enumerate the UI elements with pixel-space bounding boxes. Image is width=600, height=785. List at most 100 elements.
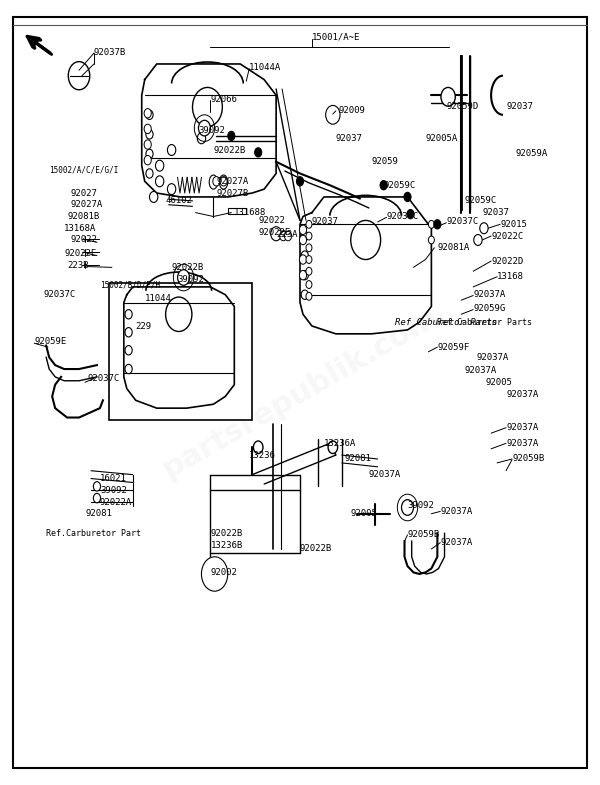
Circle shape <box>474 235 482 246</box>
Circle shape <box>167 144 176 155</box>
Circle shape <box>146 110 153 119</box>
Text: 92027B: 92027B <box>217 188 248 198</box>
Text: 229: 229 <box>136 322 152 330</box>
Text: 92027: 92027 <box>70 188 97 198</box>
Text: Ref Caburetor Parts: Ref Caburetor Parts <box>395 318 497 327</box>
Circle shape <box>166 297 192 331</box>
Text: 92022B: 92022B <box>214 145 245 155</box>
Text: 46102: 46102 <box>166 196 193 206</box>
Circle shape <box>220 177 227 186</box>
Circle shape <box>480 223 488 234</box>
Circle shape <box>284 232 292 241</box>
Circle shape <box>441 87 455 106</box>
Circle shape <box>351 221 380 260</box>
Text: 92022C: 92022C <box>491 232 523 240</box>
Circle shape <box>299 255 307 265</box>
Circle shape <box>401 500 413 515</box>
Text: 92022E: 92022E <box>64 249 97 257</box>
Text: 92027A: 92027A <box>217 177 248 186</box>
Text: 223A: 223A <box>276 230 298 239</box>
Circle shape <box>193 87 223 126</box>
Text: 92037A: 92037A <box>368 470 401 479</box>
Text: 92027A: 92027A <box>70 200 103 210</box>
Text: 92022: 92022 <box>70 236 97 244</box>
Circle shape <box>306 244 312 252</box>
Text: 92005: 92005 <box>485 378 512 387</box>
Circle shape <box>155 160 164 171</box>
Text: 92059F: 92059F <box>437 342 470 352</box>
Circle shape <box>306 221 312 228</box>
Text: Ref Caburetor Parts: Ref Caburetor Parts <box>437 318 532 327</box>
Circle shape <box>125 309 132 319</box>
Circle shape <box>301 232 308 241</box>
Text: 92037C: 92037C <box>446 217 479 227</box>
Text: 92059C: 92059C <box>464 196 496 206</box>
Text: 92059G: 92059G <box>473 304 505 312</box>
Circle shape <box>306 256 312 264</box>
Text: 92037A: 92037A <box>506 439 538 448</box>
Text: 92081: 92081 <box>85 509 112 518</box>
Text: 92037A: 92037A <box>506 389 538 399</box>
Text: 92022B: 92022B <box>172 263 204 272</box>
Text: 92037B: 92037B <box>94 48 126 57</box>
Text: 11044: 11044 <box>145 294 172 303</box>
Text: 92081B: 92081B <box>67 212 100 221</box>
Circle shape <box>144 108 151 118</box>
Circle shape <box>202 557 228 591</box>
Circle shape <box>306 281 312 288</box>
Circle shape <box>296 177 304 186</box>
Text: 92002: 92002 <box>211 568 237 577</box>
Text: 92059: 92059 <box>371 157 398 166</box>
Text: 92059D: 92059D <box>446 103 479 111</box>
Circle shape <box>301 271 308 280</box>
Text: 13236: 13236 <box>249 451 276 459</box>
Text: 15001/A~E: 15001/A~E <box>312 32 361 41</box>
Circle shape <box>428 236 434 244</box>
Text: 13236B: 13236B <box>211 541 242 550</box>
Text: 92037A: 92037A <box>476 352 508 362</box>
Circle shape <box>155 176 164 187</box>
Text: 92037A: 92037A <box>440 539 473 547</box>
Text: 92037A: 92037A <box>440 507 473 516</box>
Circle shape <box>299 225 307 235</box>
Circle shape <box>125 345 132 355</box>
Circle shape <box>94 494 101 503</box>
Circle shape <box>213 177 220 186</box>
Circle shape <box>380 181 387 190</box>
Circle shape <box>94 482 101 491</box>
Circle shape <box>228 131 235 141</box>
Circle shape <box>253 441 263 454</box>
Circle shape <box>199 120 211 136</box>
Text: 223B: 223B <box>67 261 89 270</box>
Text: 92081: 92081 <box>345 455 371 463</box>
Text: 11044A: 11044A <box>249 64 281 72</box>
Text: 92037: 92037 <box>312 217 339 227</box>
Circle shape <box>301 290 308 299</box>
Text: 92022A: 92022A <box>100 498 132 506</box>
Text: 92059C: 92059C <box>383 181 416 190</box>
Text: 92037C: 92037C <box>386 212 419 221</box>
Circle shape <box>299 271 307 280</box>
Circle shape <box>178 270 190 285</box>
Text: 92037A: 92037A <box>464 366 496 375</box>
Circle shape <box>209 566 221 582</box>
Text: 92037: 92037 <box>506 103 533 111</box>
Circle shape <box>280 232 287 241</box>
Circle shape <box>197 133 206 144</box>
Circle shape <box>434 220 441 229</box>
Bar <box>109 283 252 420</box>
Circle shape <box>306 268 312 276</box>
Circle shape <box>328 441 338 454</box>
Text: 92022E: 92022E <box>258 228 290 236</box>
Circle shape <box>404 192 411 202</box>
Text: 92059B: 92059B <box>407 531 440 539</box>
Circle shape <box>299 236 307 245</box>
Text: 39092: 39092 <box>178 275 205 283</box>
Text: 92059E: 92059E <box>34 337 67 346</box>
Text: 39092: 39092 <box>407 502 434 510</box>
Circle shape <box>146 169 153 178</box>
Text: 16021: 16021 <box>100 474 127 483</box>
Circle shape <box>146 130 153 139</box>
Text: 92037: 92037 <box>482 208 509 217</box>
Text: 92015: 92015 <box>500 220 527 228</box>
